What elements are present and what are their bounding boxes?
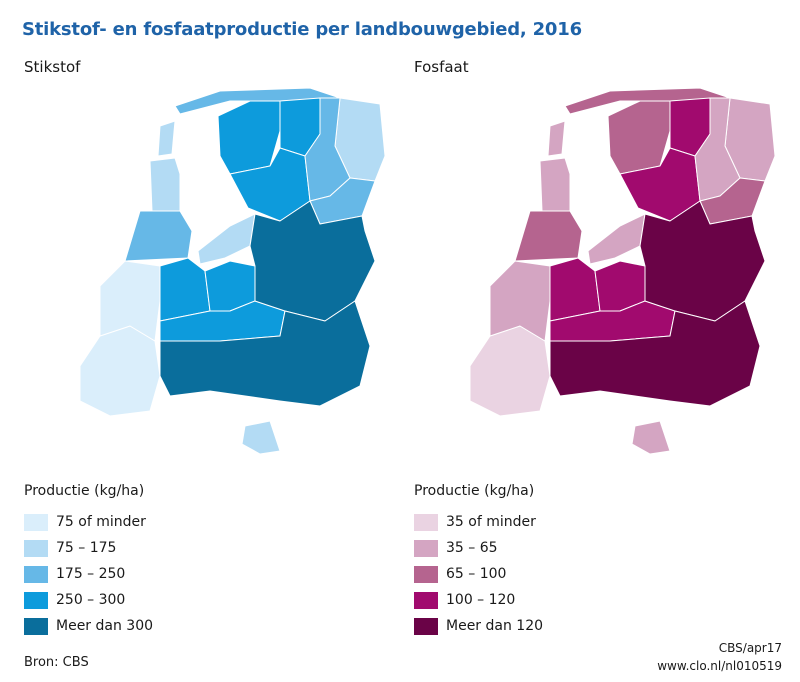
source-note: Bron: CBS [24,655,89,670]
panel-label-fosfaat: Fosfaat [414,58,469,76]
legend-swatch [414,617,438,635]
region-zuid-holland-oost [159,257,211,322]
legend-item: 65 – 100 [414,561,543,587]
map-fosfaat [469,86,780,460]
legend-swatch [24,513,48,531]
legend-label: 75 of minder [56,514,146,530]
legend-label: 175 – 250 [56,566,126,582]
region-zeeland [469,325,551,417]
legend-stikstof: Productie (kg/ha) 75 of minder 75 – 175 … [24,483,153,639]
region-brabant-limburg [549,300,761,407]
region-ijsselmeerpolders [587,213,646,265]
region-zuid-holland-zuid [489,260,551,342]
chart-title: Stikstof- en fosfaatproductie per landbo… [22,19,582,40]
legend-title: Productie (kg/ha) [24,483,145,499]
map-stikstof-svg [79,87,386,455]
legend-item: 75 – 175 [24,535,153,561]
legend-swatch [24,565,48,583]
region-zuid-limburg [241,420,281,455]
legend-label: 65 – 100 [446,566,507,582]
legend-swatch [414,513,438,531]
region-zuid-holland-oost [549,257,601,322]
region-overijssel-gelderland-oost [639,200,766,322]
map-stikstof [79,86,390,460]
panel-label-stikstof: Stikstof [24,58,81,76]
region-noord-holland-noord [539,157,571,212]
legend-swatch [414,591,438,609]
region-friesland-west [217,100,281,175]
region-zuid-holland-zuid [99,260,161,342]
legend-item: Meer dan 300 [24,613,153,639]
legend-title: Productie (kg/ha) [414,483,535,499]
legend-label: 35 of minder [446,514,536,530]
credit-line: CBS/apr17 [718,641,782,655]
legend-label: 250 – 300 [56,592,126,608]
legend-label: 100 – 120 [446,592,516,608]
region-friesland-west [607,100,671,175]
region-texel [547,120,566,157]
region-brabant-limburg [159,300,371,407]
legend-item: 250 – 300 [24,587,153,613]
legend-swatch [414,565,438,583]
region-ijsselmeerpolders [197,213,256,265]
region-zuid-limburg [631,420,671,455]
legend-swatch [24,539,48,557]
legend-label: Meer dan 300 [56,618,154,634]
legend-item: 175 – 250 [24,561,153,587]
legend-item: 35 – 65 [414,535,543,561]
legend-swatch [24,617,48,635]
region-noord-holland-zuid [514,210,583,262]
legend-label: Meer dan 120 [446,618,544,634]
region-noord-holland-zuid [124,210,193,262]
legend-item: 75 of minder [24,509,153,535]
legend-swatch [24,591,48,609]
legend-fosfaat: Productie (kg/ha) 35 of minder 35 – 65 6… [414,483,543,639]
region-texel [157,120,176,157]
region-zeeland [79,325,161,417]
credit-url: www.clo.nl/nl010519 [657,659,782,673]
credit-note: CBS/apr17 www.clo.nl/nl010519 [657,639,782,675]
legend-label: 35 – 65 [446,540,498,556]
legend-label: 75 – 175 [56,540,117,556]
legend-item: 100 – 120 [414,587,543,613]
legend-swatch [414,539,438,557]
region-noord-holland-noord [149,157,181,212]
legend-item: 35 of minder [414,509,543,535]
legend-item: Meer dan 120 [414,613,543,639]
map-fosfaat-svg [469,87,776,455]
region-overijssel-gelderland-oost [249,200,376,322]
